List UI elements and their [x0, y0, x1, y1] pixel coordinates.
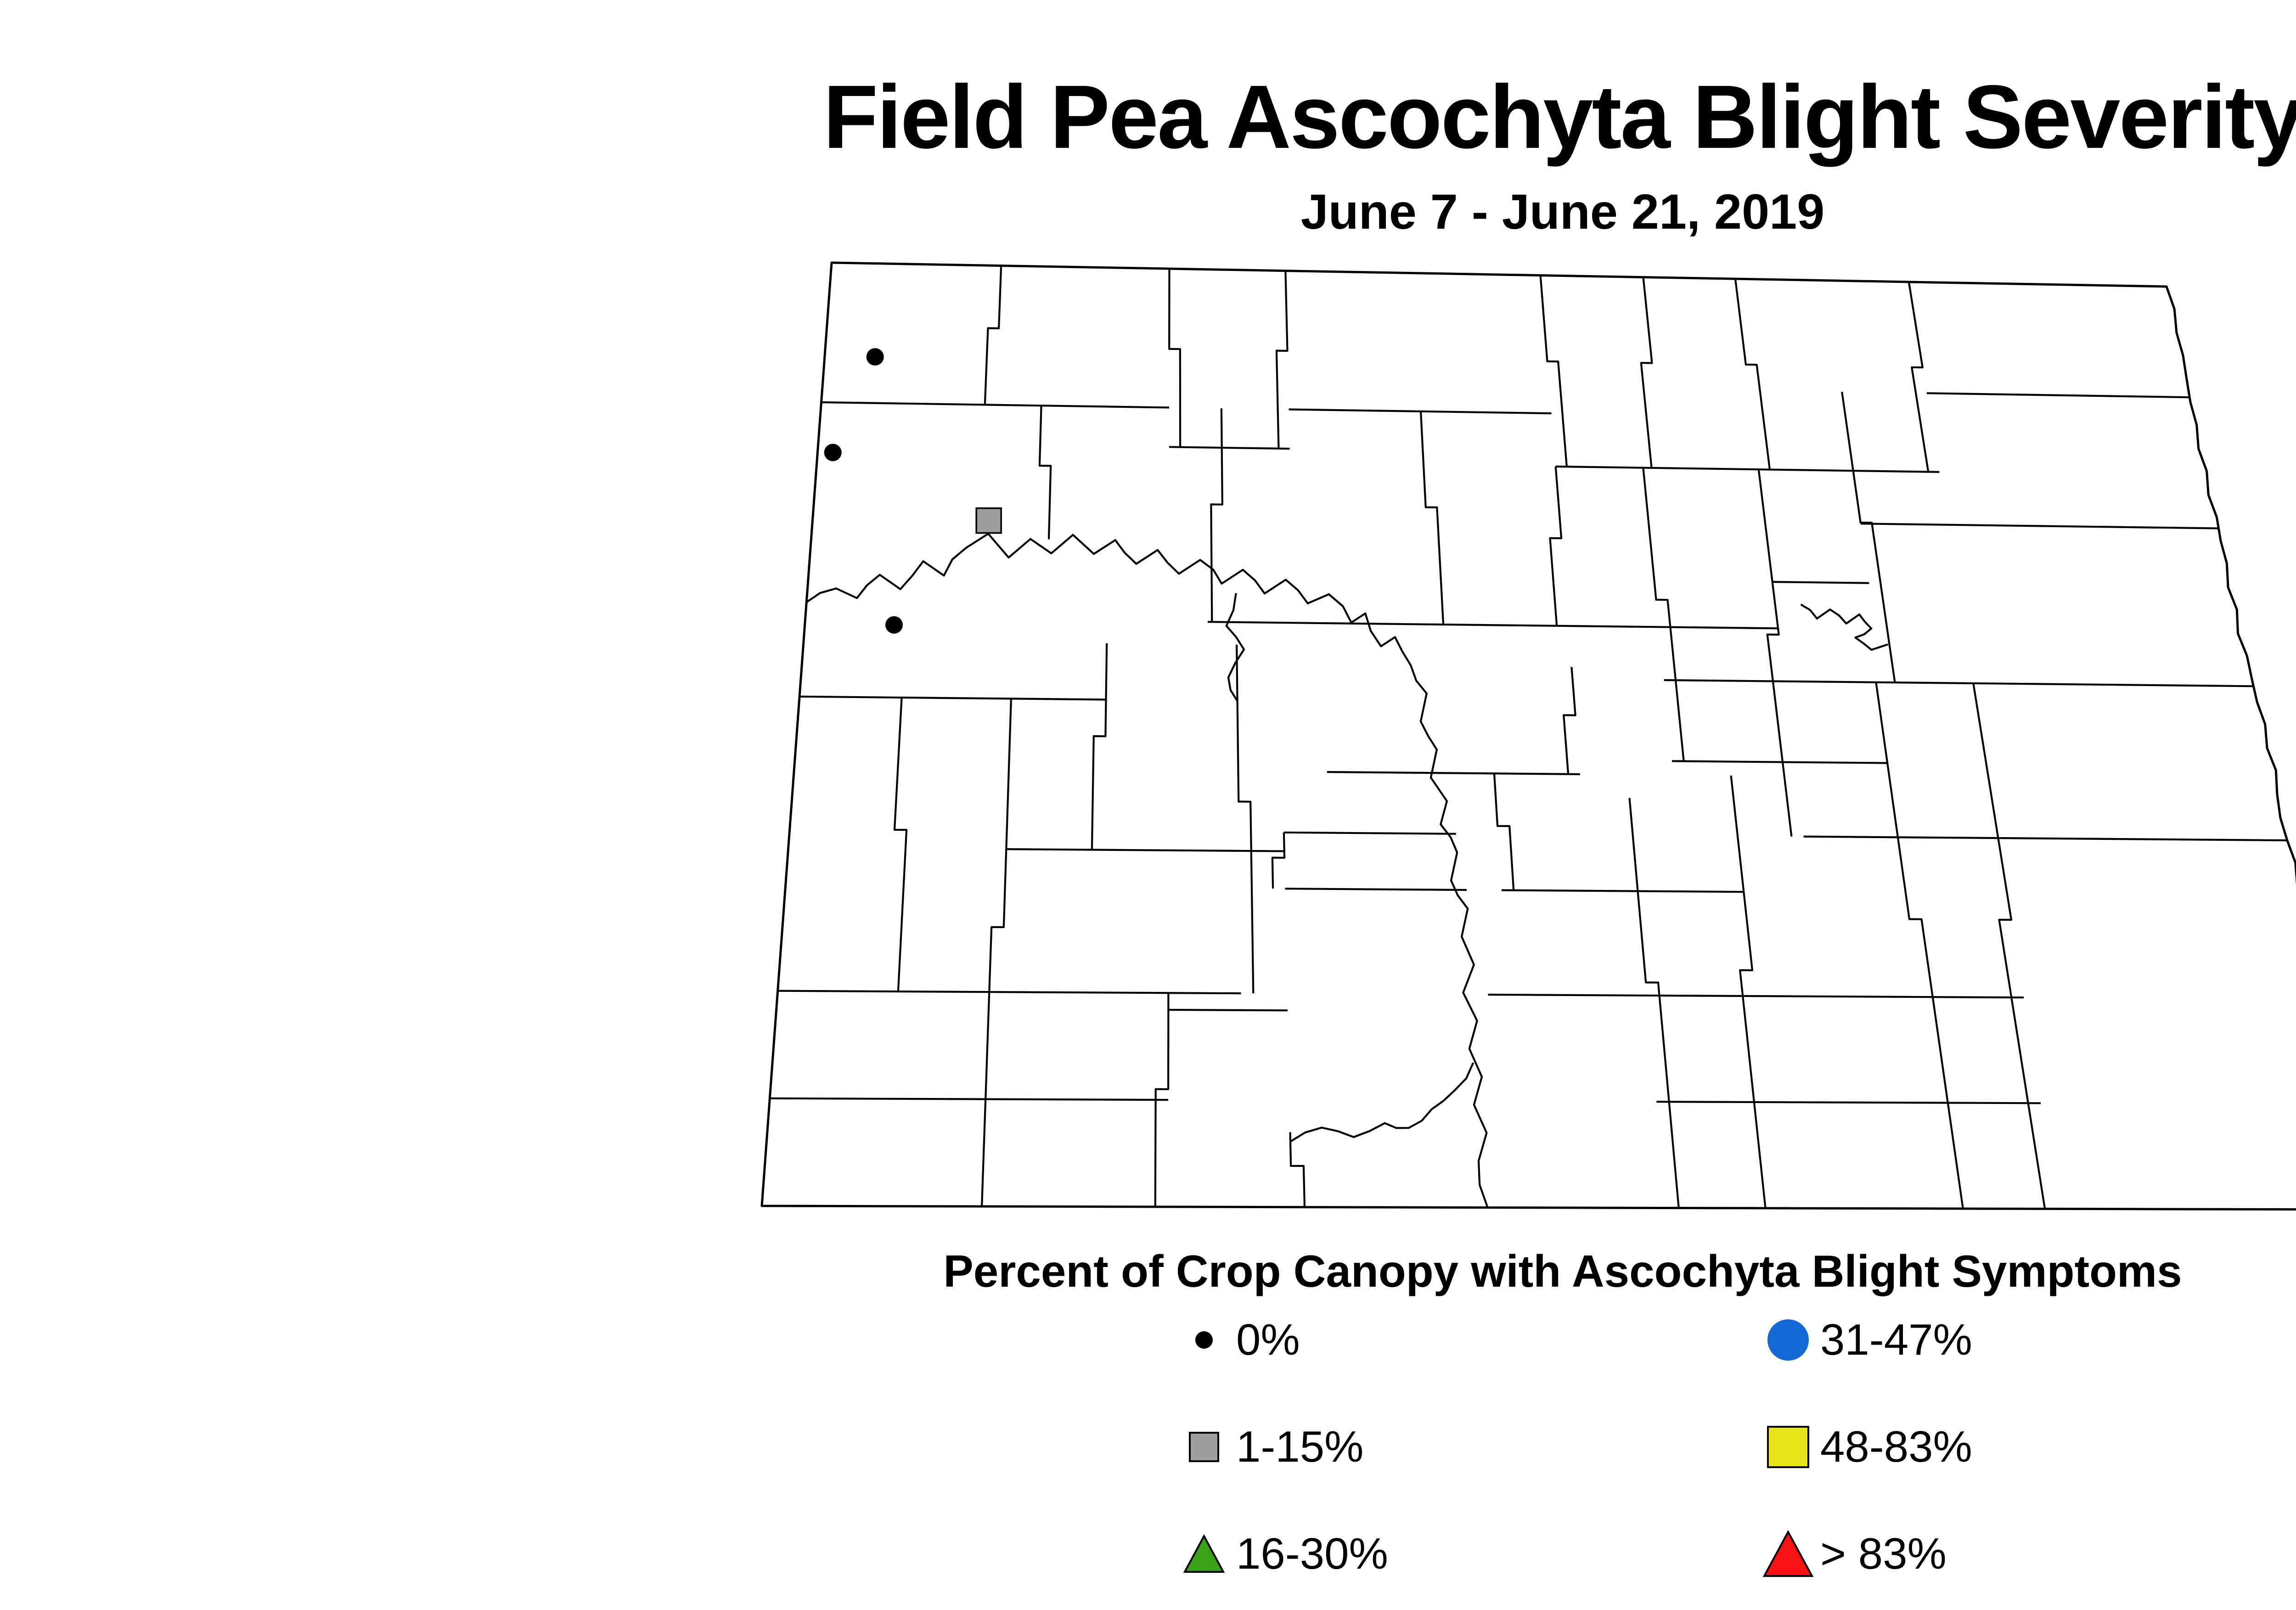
legend-item-16-30-: 16-30%	[1178, 1528, 1388, 1580]
county-line	[777, 990, 1241, 995]
county-line	[770, 1097, 1169, 1101]
legend-item-0-: 0%	[1178, 1314, 1388, 1366]
county-line	[1640, 277, 1653, 468]
county-line	[1327, 771, 1580, 776]
county-line	[1289, 1132, 1306, 1207]
county-line	[1539, 275, 1568, 467]
map-marker-dot-0pct	[885, 616, 903, 634]
county-line	[981, 698, 1012, 1207]
legend-label: 16-30%	[1236, 1529, 1388, 1578]
county-line	[1283, 831, 1456, 835]
county-line	[1289, 408, 1552, 415]
devils-lake-shore	[1800, 603, 1889, 651]
legend-label: 0%	[1236, 1315, 1300, 1364]
county-line	[1168, 269, 1182, 447]
map-marker-dot-0pct	[866, 348, 884, 366]
legend-marker-triangle-icon	[1762, 1530, 1814, 1577]
county-line	[1875, 682, 1964, 1209]
county-line	[821, 401, 1170, 409]
county-line	[1488, 993, 2024, 999]
page-subtitle: June 7 - June 21, 2019	[1300, 184, 1825, 239]
county-line	[1656, 1101, 2041, 1104]
county-line	[1972, 683, 2046, 1209]
county-line	[1664, 679, 2254, 687]
page-title: Field Pea Ascochyta Blight Severity	[823, 67, 2296, 167]
county-line	[1006, 848, 1284, 852]
county-line	[1671, 760, 1888, 764]
county-line	[1419, 411, 1445, 625]
county-line	[1236, 644, 1255, 994]
county-line	[1091, 643, 1108, 850]
map-marker-square-1-15pct	[975, 507, 1002, 534]
county-line	[1285, 888, 1467, 891]
county-line	[984, 265, 1002, 405]
missouri-river-boundary	[806, 533, 1489, 1208]
county-line	[1493, 773, 1515, 890]
county-line	[1861, 523, 2219, 529]
county-line	[1628, 798, 1680, 1208]
county-line	[1772, 581, 1869, 584]
county-line	[1563, 667, 1576, 774]
little-missouri-river-boundary	[1225, 593, 1245, 702]
county-line	[1154, 993, 1170, 1207]
map-container	[756, 259, 2296, 1216]
legend-marker-circle-icon	[1195, 1331, 1213, 1349]
county-line	[1210, 408, 1223, 622]
county-line	[1207, 621, 1778, 630]
legend-item--83-: > 83%	[1762, 1528, 1972, 1580]
county-line	[1803, 835, 2287, 842]
state-border	[760, 261, 2296, 1211]
county-line	[1926, 392, 2191, 399]
legend-marker-triangle-icon	[1183, 1534, 1225, 1573]
map-marker-dot-0pct	[824, 444, 842, 462]
legend-marker-square-icon	[1767, 1426, 1809, 1468]
legend-label: 31-47%	[1820, 1315, 1972, 1364]
county-line	[1730, 775, 1767, 1209]
cannonball-river-boundary	[1289, 1062, 1474, 1143]
county-line	[1908, 281, 1930, 472]
legend-item-48-83-: 48-83%	[1762, 1421, 1972, 1473]
legend-marker-circle-icon	[1767, 1319, 1809, 1361]
county-line	[1169, 446, 1290, 450]
county-line	[1555, 465, 1940, 473]
legend-label: > 83%	[1820, 1529, 1947, 1578]
legend-label: 1-15%	[1236, 1422, 1364, 1471]
county-line	[1841, 392, 1896, 683]
legend-column-left: 0% 1-15% 16-30%	[1178, 1314, 1388, 1610]
county-line	[1642, 467, 1685, 761]
legend-item-31-47-: 31-47%	[1762, 1314, 1972, 1366]
legend-column-right: 31-47% 48-83% > 83%	[1762, 1314, 1972, 1610]
county-line	[799, 695, 1106, 701]
county-line	[1275, 270, 1289, 449]
county-line	[1271, 832, 1286, 889]
nd-county-map	[760, 261, 2296, 1211]
county-line	[1734, 278, 1771, 470]
county-line	[1501, 889, 1744, 893]
county-line	[1757, 469, 1793, 837]
county-line	[1549, 466, 1563, 626]
county-line	[1038, 405, 1052, 540]
legend-marker-square-icon	[1189, 1432, 1219, 1462]
legend-label: 48-83%	[1820, 1422, 1972, 1471]
legend-item-1-15-: 1-15%	[1178, 1421, 1388, 1473]
county-line	[893, 697, 908, 992]
legend-title: Percent of Crop Canopy with Ascochyta Bl…	[943, 1246, 2182, 1296]
